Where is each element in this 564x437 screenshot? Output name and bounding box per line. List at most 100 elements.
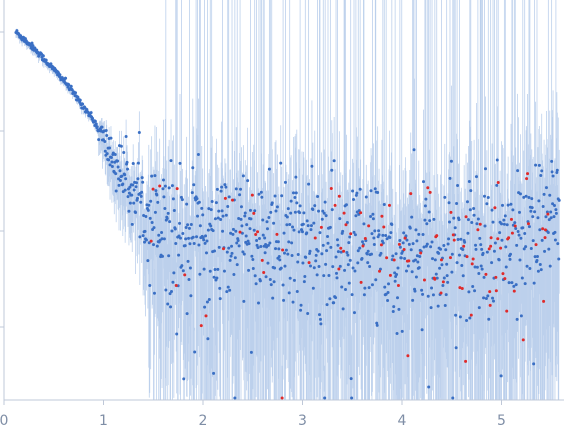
data-point bbox=[81, 102, 85, 106]
data-point bbox=[219, 218, 223, 222]
data-point bbox=[334, 296, 338, 300]
data-point bbox=[438, 266, 442, 270]
data-point-rejected bbox=[387, 203, 391, 207]
data-point bbox=[430, 257, 434, 261]
data-point bbox=[467, 290, 471, 294]
data-point-rejected bbox=[359, 280, 363, 284]
data-point bbox=[508, 257, 512, 261]
data-point bbox=[180, 264, 184, 268]
data-point bbox=[282, 298, 286, 302]
data-point bbox=[192, 183, 196, 187]
data-point bbox=[157, 233, 161, 237]
data-point bbox=[140, 176, 144, 180]
data-point-rejected bbox=[409, 192, 413, 196]
data-point bbox=[190, 191, 194, 195]
data-point bbox=[277, 247, 281, 251]
data-point bbox=[428, 219, 432, 223]
data-point bbox=[114, 172, 118, 176]
data-point bbox=[542, 192, 546, 196]
data-point bbox=[316, 249, 320, 253]
data-point bbox=[120, 174, 124, 178]
data-point bbox=[490, 208, 494, 212]
data-point bbox=[132, 188, 136, 192]
data-point-rejected bbox=[513, 224, 517, 228]
data-point bbox=[343, 288, 347, 292]
data-point bbox=[552, 215, 556, 219]
data-point bbox=[169, 290, 173, 294]
data-point bbox=[425, 242, 429, 246]
data-point bbox=[291, 300, 295, 304]
data-point bbox=[465, 319, 469, 323]
data-point bbox=[78, 98, 82, 102]
data-point bbox=[386, 299, 390, 303]
data-point bbox=[539, 174, 543, 178]
data-point bbox=[448, 176, 452, 180]
data-point bbox=[204, 234, 208, 238]
data-point bbox=[413, 289, 417, 293]
data-point bbox=[420, 288, 424, 292]
data-point bbox=[495, 158, 499, 162]
data-point bbox=[287, 291, 291, 295]
data-point bbox=[160, 230, 164, 234]
data-point bbox=[200, 206, 204, 210]
data-point bbox=[109, 136, 113, 140]
data-point bbox=[160, 237, 164, 241]
data-point bbox=[169, 305, 173, 309]
data-point bbox=[454, 346, 458, 350]
data-point bbox=[485, 250, 489, 254]
data-point bbox=[548, 264, 552, 268]
data-point bbox=[103, 149, 107, 153]
data-point bbox=[171, 280, 175, 284]
data-point bbox=[502, 222, 506, 226]
data-point bbox=[227, 246, 231, 250]
data-point bbox=[208, 269, 212, 273]
data-point bbox=[417, 266, 421, 270]
data-point bbox=[97, 138, 101, 142]
data-point bbox=[485, 202, 489, 206]
data-point bbox=[404, 269, 408, 273]
data-point bbox=[477, 272, 481, 276]
data-point bbox=[223, 183, 227, 187]
data-point bbox=[543, 249, 547, 253]
data-point bbox=[188, 266, 192, 270]
data-point bbox=[536, 269, 540, 273]
data-point bbox=[181, 231, 185, 235]
data-point bbox=[509, 252, 513, 256]
data-point bbox=[280, 194, 284, 198]
data-point bbox=[183, 244, 187, 248]
data-point bbox=[250, 254, 254, 258]
data-point-rejected bbox=[419, 251, 423, 255]
data-point-rejected bbox=[448, 256, 452, 260]
data-point bbox=[518, 192, 522, 196]
data-point bbox=[353, 269, 357, 273]
data-point bbox=[202, 267, 206, 271]
data-point bbox=[302, 280, 306, 284]
data-point bbox=[137, 130, 141, 134]
data-point bbox=[172, 271, 176, 275]
data-point bbox=[305, 219, 309, 223]
data-point bbox=[126, 195, 130, 199]
data-point bbox=[265, 227, 269, 231]
data-point bbox=[335, 276, 339, 280]
data-point bbox=[313, 204, 317, 208]
data-point bbox=[423, 218, 427, 222]
data-point bbox=[373, 187, 377, 191]
data-point bbox=[384, 234, 388, 238]
data-point bbox=[455, 201, 459, 205]
data-point bbox=[227, 195, 231, 199]
data-point bbox=[493, 241, 497, 245]
data-point-rejected bbox=[452, 238, 456, 242]
data-point bbox=[197, 200, 201, 204]
data-point bbox=[446, 242, 450, 246]
data-point bbox=[301, 261, 305, 265]
data-point bbox=[330, 168, 334, 172]
data-point bbox=[267, 216, 271, 220]
data-point bbox=[410, 215, 414, 219]
data-point bbox=[267, 167, 271, 171]
data-point-rejected bbox=[280, 396, 284, 400]
data-point bbox=[535, 255, 539, 259]
data-point bbox=[131, 183, 135, 187]
data-point bbox=[144, 238, 148, 242]
data-point bbox=[364, 195, 368, 199]
data-point bbox=[309, 224, 313, 228]
